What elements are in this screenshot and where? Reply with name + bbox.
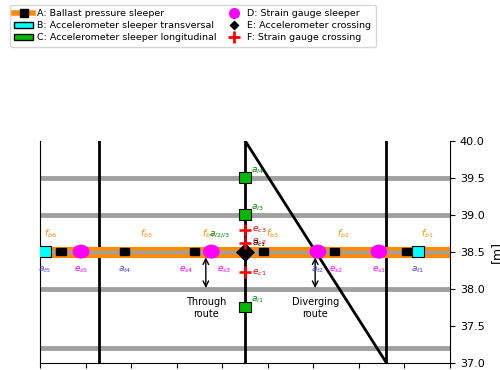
Bar [412,246,424,257]
Text: $e_{c2}$: $e_{c2}$ [252,237,266,247]
Text: $a_{t4}$: $a_{t4}$ [118,265,132,275]
Bar [238,302,252,312]
Bar [120,248,130,255]
Text: $f_{b1}$: $f_{b1}$ [421,228,434,240]
Text: $f_{b6}$: $f_{b6}$ [44,228,58,240]
Text: $f_{b2}$: $f_{b2}$ [337,228,349,240]
Text: $e_{c1}$: $e_{c1}$ [252,268,267,278]
Bar [238,172,252,183]
Text: $a_{l4}$: $a_{l4}$ [252,166,264,176]
Bar [38,246,51,257]
Text: $e_{s1}$: $e_{s1}$ [372,265,386,275]
Bar [258,248,268,255]
Text: $e_{c3}$: $e_{c3}$ [252,224,267,235]
Text: $a_{c1}$: $a_{c1}$ [252,239,267,249]
Bar [330,248,339,255]
Text: $a_{t2}$: $a_{t2}$ [311,265,324,275]
Text: $f_{b5}$: $f_{b5}$ [140,228,153,240]
Text: $f_{b3}$: $f_{b3}$ [266,228,278,240]
Text: $a_{t5}$: $a_{t5}$ [38,265,52,275]
Text: $e_{s5}$: $e_{s5}$ [74,265,88,275]
Text: $e_{s3}$: $e_{s3}$ [217,265,231,275]
Circle shape [371,245,386,258]
Text: $a_{l3}$: $a_{l3}$ [252,203,264,213]
Circle shape [74,245,88,258]
Text: $a_{l2/l3}$: $a_{l2/l3}$ [209,230,230,241]
Bar [56,248,66,255]
Y-axis label: [m]: [m] [490,240,500,263]
Text: Diverging
route: Diverging route [292,297,339,319]
Text: $e_{s4}$: $e_{s4}$ [178,265,193,275]
Legend: A: Ballast pressure sleeper, B: Accelerometer sleeper transversal, C: Accelerome: A: Ballast pressure sleeper, B: Accelero… [10,5,376,47]
Text: $f_{b4}$: $f_{b4}$ [202,228,215,240]
Circle shape [310,245,326,258]
Bar [402,248,411,255]
Text: Through
route: Through route [186,297,226,319]
Circle shape [204,245,219,258]
Bar [190,248,200,255]
Text: $e_{s2}$: $e_{s2}$ [329,265,343,275]
Text: $a_{l1}$: $a_{l1}$ [252,295,264,305]
Text: $a_{t1}$: $a_{t1}$ [412,265,425,275]
Bar [238,209,252,220]
